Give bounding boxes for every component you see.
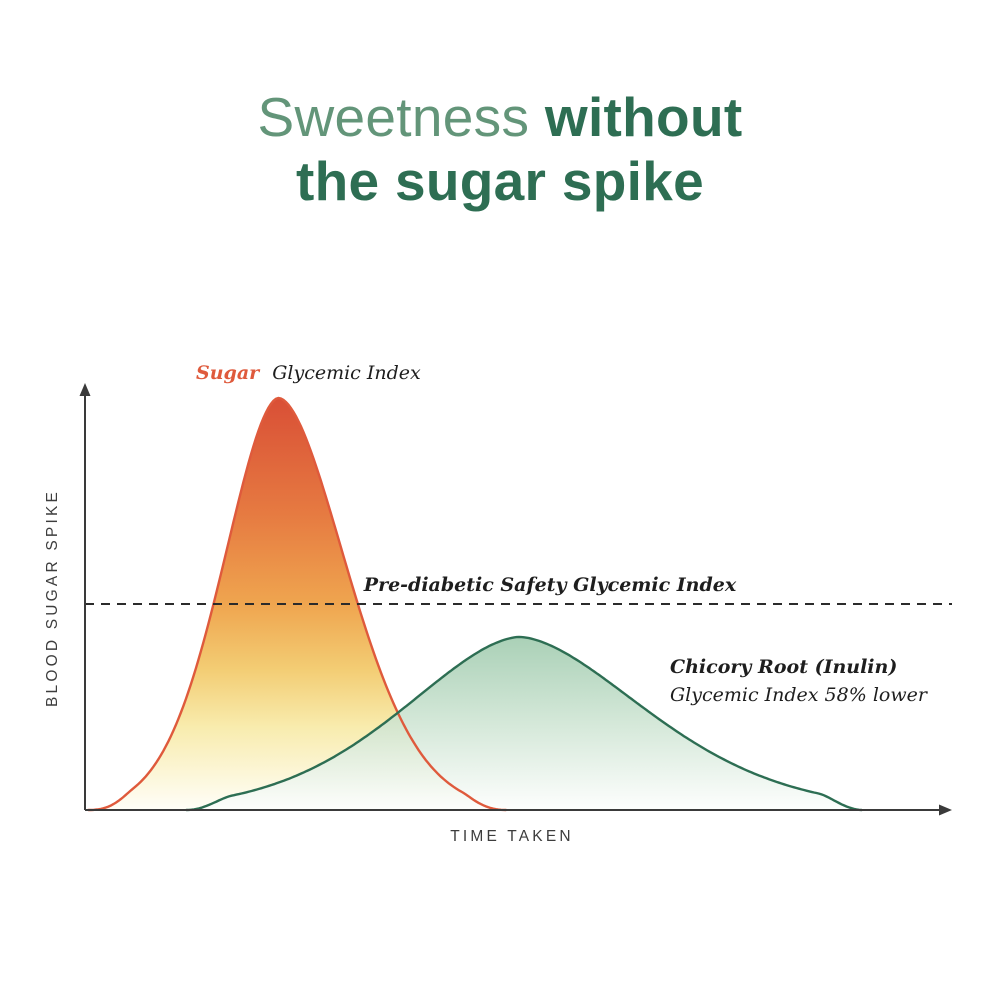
threshold-label: Pre-diabetic Safety Glycemic Index <box>363 574 737 596</box>
title-word-sweetness: Sweetness <box>257 86 530 148</box>
chicory-label-line1: Chicory Root (Inulin) <box>670 656 897 678</box>
page-title: Sweetness without the sugar spike <box>0 86 1000 214</box>
sugar-label-rest: Glycemic Index <box>272 362 421 384</box>
sugar-curve-line <box>87 396 508 812</box>
chicory-curve-fill <box>186 637 864 810</box>
x-axis-label: TIME TAKEN <box>450 828 574 845</box>
x-axis-arrow-icon <box>939 804 952 816</box>
y-axis-label: BLOOD SUGAR SPIKE <box>44 489 61 707</box>
chicory-label-line2: Glycemic Index 58% lower <box>670 684 929 706</box>
y-axis-arrow-icon <box>79 383 91 396</box>
sugar-label: Sugar Glycemic Index <box>196 362 421 384</box>
sugar-label-name: Sugar <box>196 362 261 384</box>
glycemic-index-chart: Sugar Glycemic Index Pre-diabetic Safety… <box>44 362 952 845</box>
title-word-without: without <box>544 86 743 148</box>
title-line-2: the sugar spike <box>296 149 704 212</box>
title-line-1: Sweetness without <box>0 86 1000 150</box>
chicory-curve-line <box>185 635 863 812</box>
